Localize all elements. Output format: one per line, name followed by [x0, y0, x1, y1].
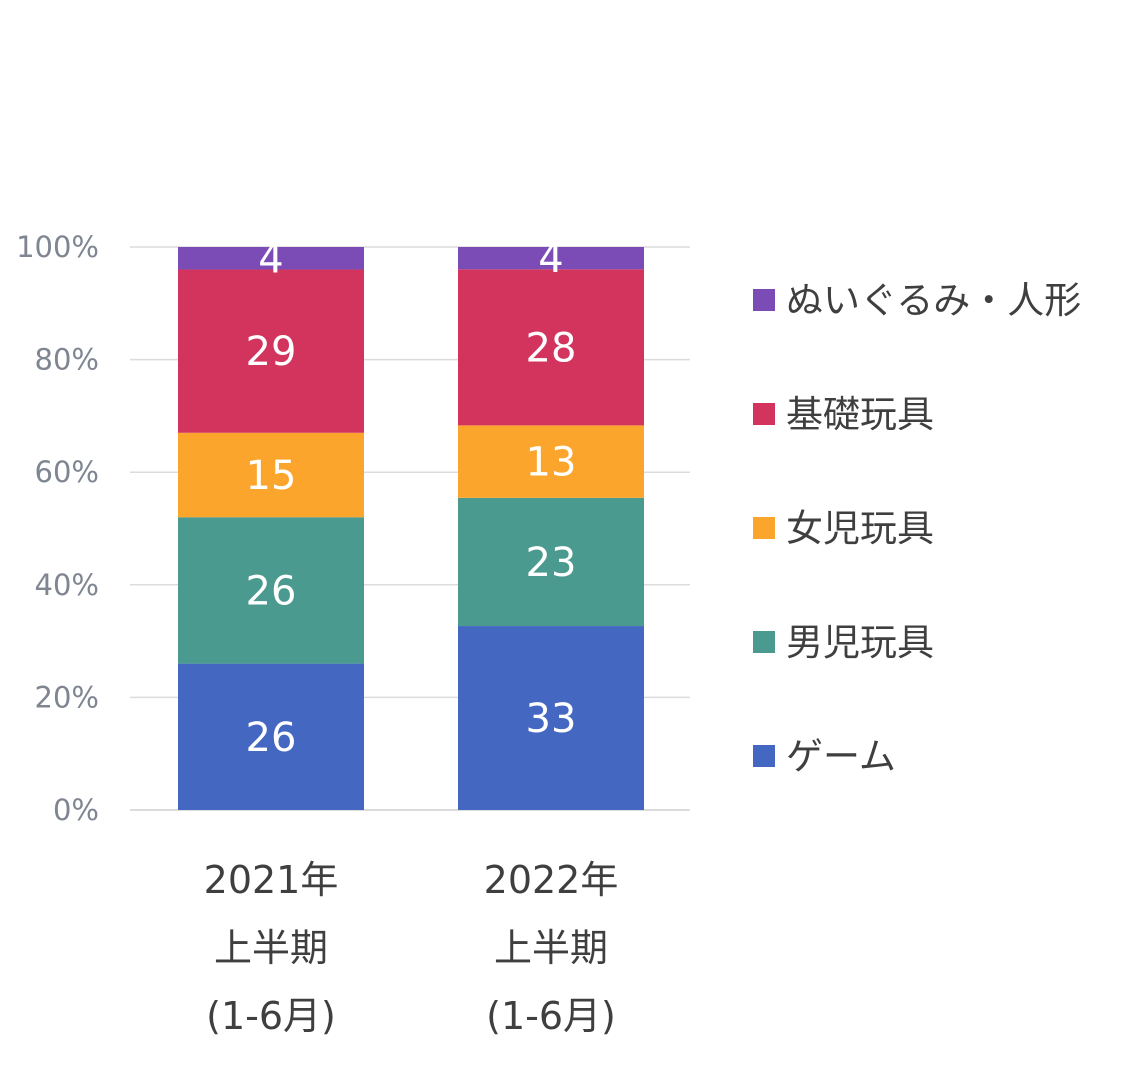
y-tick-label: 0% [53, 793, 99, 827]
data-label: 29 [246, 329, 297, 375]
bar-segment [458, 626, 644, 810]
data-label: 4 [538, 236, 563, 282]
legend-label: 女児玩具 [786, 507, 934, 550]
y-tick-label: 40% [35, 568, 99, 602]
x-category-label: 上半期 [494, 926, 608, 970]
y-tick-label: 20% [35, 680, 99, 714]
legend-swatch [753, 289, 775, 311]
data-label: 4 [258, 236, 283, 282]
legend-swatch [753, 517, 775, 539]
y-tick-label: 80% [35, 343, 99, 377]
data-label: 26 [246, 568, 297, 614]
y-tick-label: 60% [35, 455, 99, 489]
legend-label: ゲーム [786, 735, 896, 778]
x-category-label: 2021年 [204, 858, 339, 902]
legend-swatch [753, 403, 775, 425]
legend-label: 基礎玩具 [786, 393, 934, 436]
bar-segment [458, 269, 644, 426]
data-label: 13 [526, 440, 577, 486]
bar-segment [178, 269, 364, 433]
legend-label: 男児玩具 [786, 621, 934, 664]
x-category-label: (1-6月) [206, 994, 336, 1038]
data-label: 23 [526, 540, 577, 586]
x-category-label: 2022年 [484, 858, 619, 902]
legend-label: ぬいぐるみ・人形 [786, 279, 1081, 322]
bar-segment [458, 247, 644, 270]
x-category-label: (1-6月) [486, 994, 616, 1038]
bar-segment [458, 425, 644, 498]
bar-segment [178, 663, 364, 810]
bar-segment [178, 247, 364, 270]
data-label: 26 [246, 715, 297, 761]
bar-segment [178, 432, 364, 518]
data-label: 28 [526, 325, 577, 371]
data-label: 33 [526, 696, 577, 742]
y-axis-tick-labels: 0% 20% 40% 60% 80% 100% [16, 230, 99, 827]
bar-segment [458, 497, 644, 627]
y-tick-label: 100% [16, 230, 99, 264]
x-category-label: 上半期 [214, 926, 328, 970]
legend-swatch [753, 631, 775, 653]
legend-swatch [753, 745, 775, 767]
bars: 26 26 15 29 4 33 23 13 28 4 [178, 236, 644, 810]
data-label: 15 [246, 453, 297, 499]
bar-segment [178, 517, 364, 664]
